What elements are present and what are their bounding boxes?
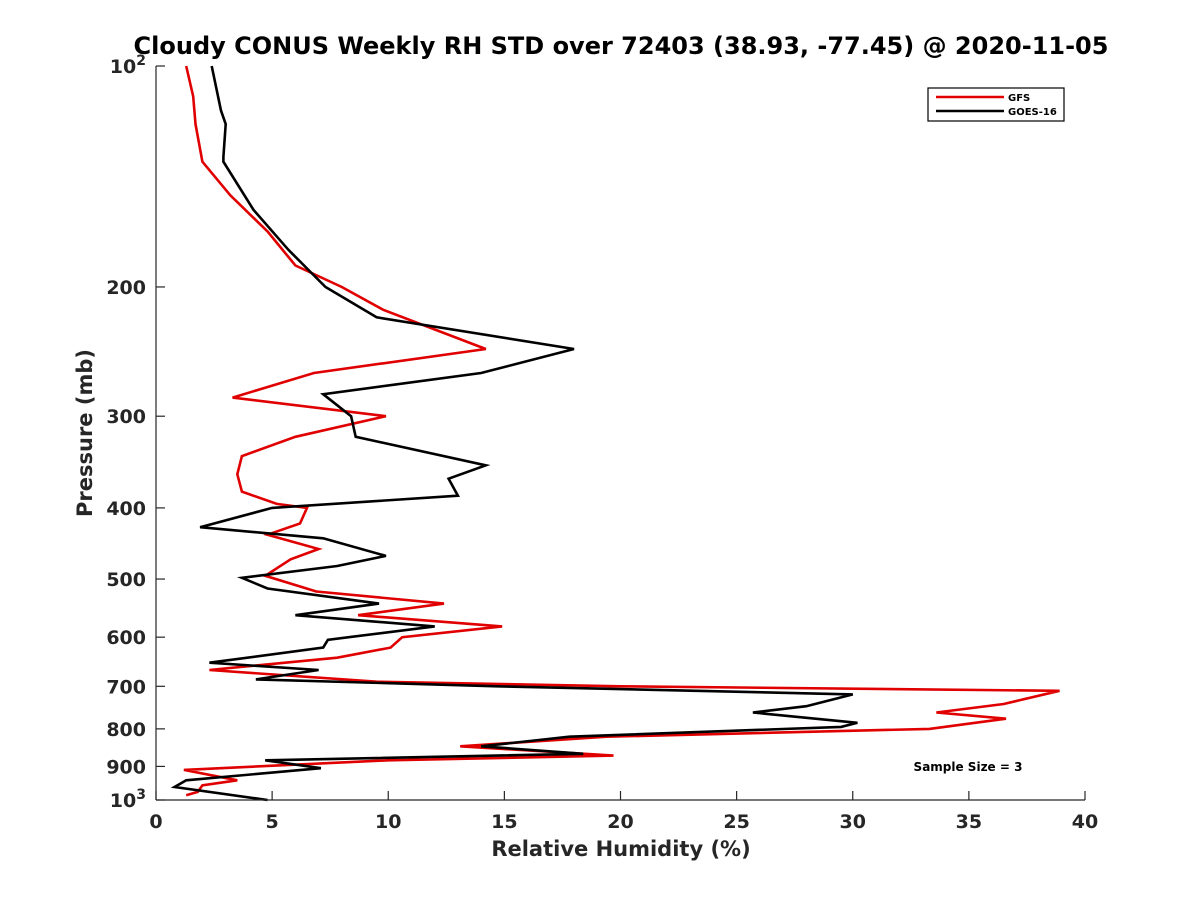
y-tick-label: 700 <box>106 676 146 698</box>
x-tick-label: 15 <box>491 811 517 833</box>
y-tick-label: 103 <box>110 787 146 812</box>
legend: GFS GOES-16 <box>927 87 1065 122</box>
x-tick-label: 30 <box>840 811 866 833</box>
y-axis-label: Pressure (mb) <box>73 349 97 517</box>
x-tick-label: 40 <box>1072 811 1098 833</box>
plot-area: 0 5 10 15 20 25 30 35 40 102 200 300 400 500 600 700 800… <box>106 53 1098 833</box>
y-tick-label: 600 <box>106 627 146 649</box>
sample-size-annotation: Sample Size = 3 <box>914 760 1023 774</box>
legend-label: GFS <box>1008 93 1030 104</box>
chart-title: Cloudy CONUS Weekly RH STD over 72403 (3… <box>134 32 1109 60</box>
series-line-goes-16 <box>170 65 858 802</box>
legend-label: GOES-16 <box>1008 107 1057 118</box>
x-tick-label: 25 <box>723 811 749 833</box>
y-tick-label: 300 <box>106 406 146 428</box>
y-tick-label: 800 <box>106 719 146 741</box>
x-tick-label: 20 <box>607 811 633 833</box>
legend-box <box>927 87 1065 122</box>
series-line-gfs <box>183 65 1060 797</box>
y-tick-label: 400 <box>106 498 146 520</box>
x-tick-label: 0 <box>149 811 162 833</box>
x-tick-label: 35 <box>956 811 982 833</box>
y-tick-label: 900 <box>106 756 146 778</box>
y-tick-label: 200 <box>106 277 146 299</box>
y-tick-label: 500 <box>106 569 146 591</box>
x-tick-label: 10 <box>375 811 401 833</box>
x-axis-label: Relative Humidity (%) <box>491 837 750 861</box>
y-tick-label: 102 <box>110 53 146 78</box>
x-tick-label: 5 <box>266 811 279 833</box>
